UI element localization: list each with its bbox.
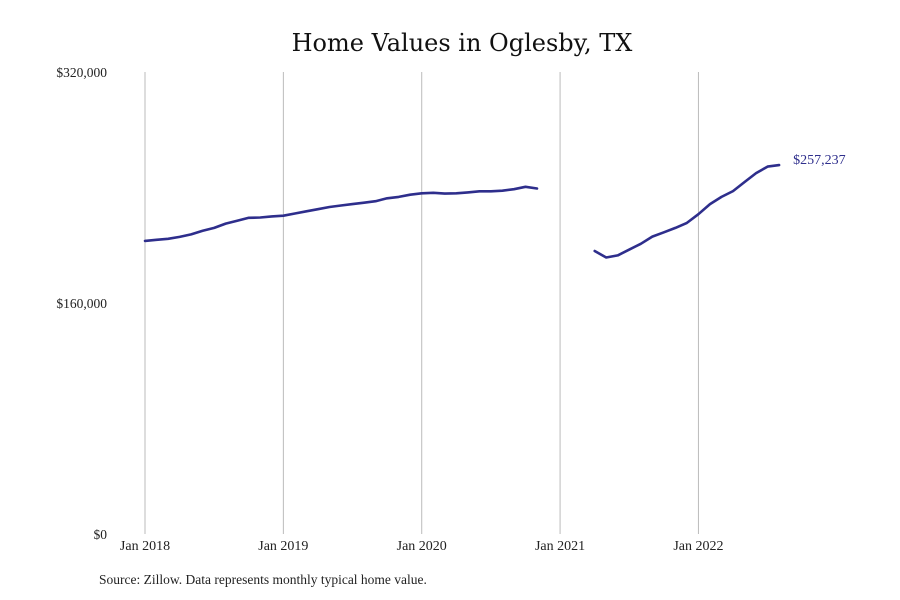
- series-line-segment: [593, 163, 781, 259]
- series-home-values: [143, 163, 781, 259]
- x-tick-label: Jan 2022: [673, 539, 723, 554]
- x-axis: Jan 2018 Jan 2019 Jan 2020 Jan 2021 Jan 2022: [120, 539, 724, 554]
- gridlines: [144, 72, 699, 534]
- x-tick-label: Jan 2020: [397, 539, 447, 554]
- source-note: Source: Zillow. Data represents monthly …: [99, 572, 427, 587]
- x-tick-label: Jan 2018: [120, 539, 170, 554]
- series-line-segment: [143, 185, 539, 243]
- y-axis: $0 $160,000 $320,000: [56, 65, 107, 542]
- y-tick-label: $160,000: [56, 296, 107, 311]
- x-tick-label: Jan 2019: [258, 539, 308, 554]
- chart-title: Home Values in Oglesby, TX: [292, 29, 633, 57]
- y-tick-label: $320,000: [56, 65, 107, 80]
- last-value-label: $257,237: [793, 153, 846, 168]
- y-tick-label: $0: [94, 527, 108, 542]
- x-tick-label: Jan 2021: [535, 539, 585, 554]
